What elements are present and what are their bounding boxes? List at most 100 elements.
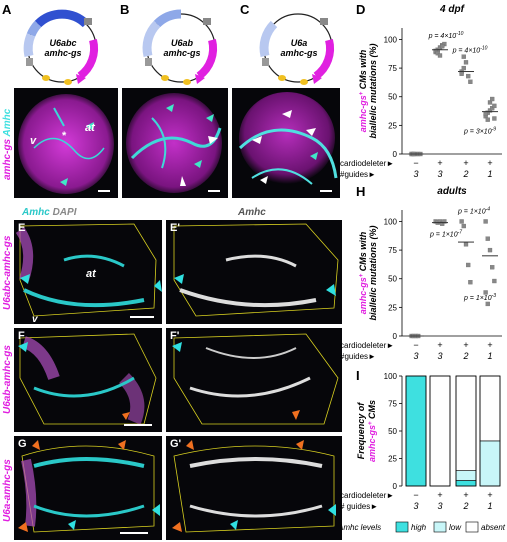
data-point [435, 51, 440, 56]
data-point [487, 247, 493, 253]
legend-swatch-low [433, 521, 447, 533]
data-point [461, 65, 466, 71]
side-label-e: U6abc-amhc-gs [2, 235, 13, 310]
bar-segment-low [455, 470, 477, 481]
data-point [433, 48, 438, 54]
label-v-e: v [32, 314, 38, 325]
panel-label-e: E [18, 222, 26, 234]
stain-legend-left: Amhc DAPI [22, 207, 77, 218]
chart-d: 4 dpf amhc-gs+ CMs with biallelic mutation… [340, 4, 502, 179]
data-point [485, 301, 490, 307]
y-tick-label: 50 [388, 275, 397, 284]
row-label-cardiodeleter: cardiodeleter► [340, 341, 394, 350]
y-axis-label: Frequency of amhc-gs+ CMs [356, 400, 377, 462]
cardiodeleter-value: + [463, 490, 468, 500]
data-point [483, 111, 488, 117]
y-tick-label: 25 [388, 303, 397, 312]
data-point [437, 53, 443, 58]
y-tick-label: 100 [384, 217, 398, 226]
data-point [485, 236, 490, 241]
panel-label-h: H [356, 184, 366, 199]
plasmid-c [259, 13, 335, 85]
micrograph-f-prime [166, 328, 342, 432]
data-point [483, 290, 488, 295]
y-tick-label: 100 [384, 35, 398, 44]
y-tick-label: 0 [393, 482, 398, 491]
p-value-annotation: p = 1×10-3 [463, 293, 496, 302]
y-tick-label: 50 [388, 427, 397, 436]
bar-outline [455, 375, 477, 487]
guides-value: 3 [437, 501, 442, 511]
label-v-a: v [30, 135, 37, 147]
plasmid-c-label: U6a amhc-gs [280, 38, 318, 58]
p-value-annotation: p = 4×10-10 [452, 46, 488, 55]
data-point [492, 278, 497, 284]
bar-outline [479, 375, 501, 487]
legend-title: Amhc levels [340, 523, 381, 532]
data-point [461, 54, 466, 59]
row-label-guides: #guides► [340, 352, 376, 361]
cardiodeleter-value: + [463, 158, 468, 168]
side-label-g: U6a-amhc-gs [2, 459, 13, 522]
bar-segment-high [405, 375, 427, 487]
row-label-cardiodeleter: cardiodeleter► [340, 491, 394, 500]
plasmid-a [23, 9, 99, 85]
cardiodeleter-value: + [437, 340, 442, 350]
micrograph-f [14, 328, 162, 432]
cardiodeleter-value: + [487, 490, 492, 500]
bar-segment-low [479, 440, 501, 487]
y-tick-label: 100 [384, 372, 398, 381]
cardiodeleter-value: − [413, 340, 418, 350]
panel-label-f-prime: F' [170, 330, 180, 342]
data-point [442, 41, 447, 47]
bar-outline [405, 375, 427, 487]
data-point [442, 219, 447, 224]
y-axis-label-line2: biallelic mutations (%) [368, 225, 378, 320]
panel-label-b: B [120, 2, 130, 17]
guides-value: 3 [413, 351, 418, 361]
data-point [490, 96, 495, 102]
guides-value: 3 [437, 351, 442, 361]
panel-label-f: F [18, 330, 25, 342]
label-at-e: at [86, 268, 96, 280]
panel-label-d: D [356, 2, 366, 17]
data-point [492, 116, 497, 121]
guides-value: 2 [462, 169, 468, 179]
micrograph-e [14, 220, 162, 324]
panel-label-a: A [2, 2, 12, 17]
data-point [437, 219, 443, 224]
data-point [463, 60, 469, 65]
row-label-guides: # guides► [340, 502, 378, 511]
plasmid-b-label: U6ab amhc-gs [163, 38, 201, 58]
micrograph-e-prime [166, 220, 342, 324]
guides-value: 3 [413, 501, 418, 511]
p-value-annotation: p = 1×10-7 [429, 230, 462, 239]
micrograph-g [14, 436, 162, 540]
cardiodeleter-value: + [487, 340, 492, 350]
guides-value: 1 [487, 351, 492, 361]
cardiodeleter-value: + [437, 490, 442, 500]
micrograph-c [232, 88, 340, 198]
guides-value: 3 [437, 169, 442, 179]
cardiodeleter-value: + [437, 158, 442, 168]
data-point [487, 108, 493, 113]
chart-title: 4 dpf [439, 4, 466, 15]
bar-segment-absent [479, 375, 501, 442]
p-value-annotation: p = 3×10-9 [463, 127, 496, 136]
chart-title: adults [437, 186, 467, 197]
data-point [461, 223, 466, 229]
panel-label-g: G [18, 438, 27, 450]
cardiodeleter-value: − [413, 490, 418, 500]
panel-label-c: C [240, 2, 250, 17]
bar-outline [429, 375, 451, 487]
data-point [483, 219, 488, 224]
micrograph-b [122, 88, 228, 198]
y-tick-label: 50 [388, 93, 397, 102]
y-tick-label: 25 [388, 455, 397, 464]
y-axis-label: amhc-gs+ CMs with biallelic mutations (%) [358, 225, 378, 320]
data-point [466, 262, 471, 268]
guides-value: 1 [487, 501, 492, 511]
bar-segment-high [455, 480, 477, 487]
p-value-annotation: p = 1×10-4 [457, 206, 490, 215]
label-star-a: * [62, 130, 67, 142]
